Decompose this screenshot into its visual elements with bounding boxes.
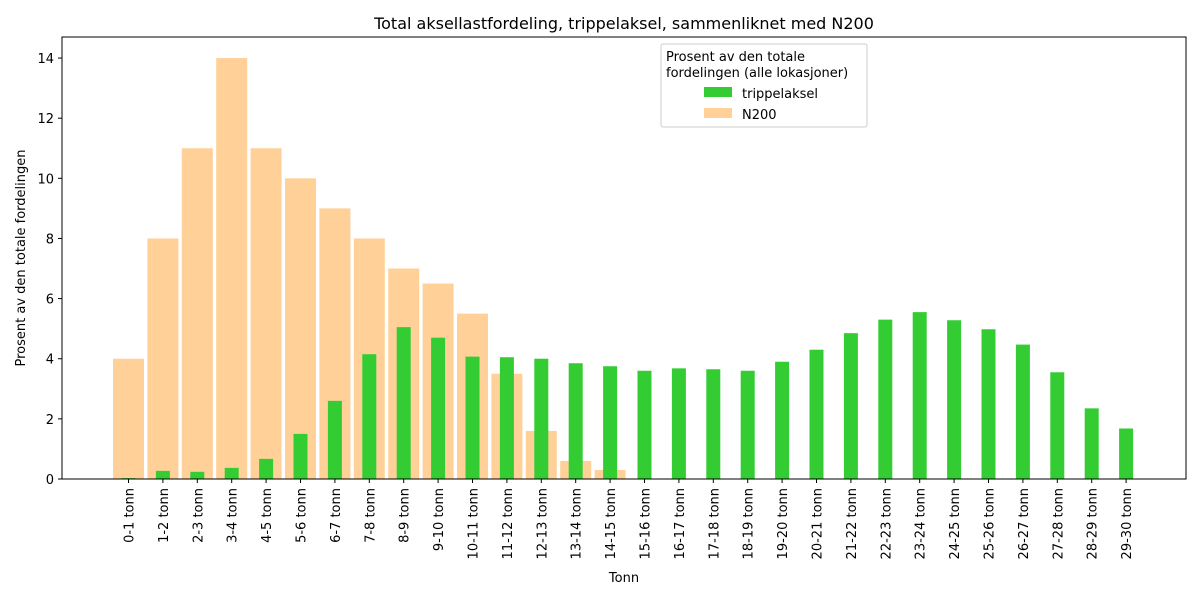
legend-frame [660,43,868,128]
n200-bar-5 [285,178,316,479]
trippelaksel-bar-16 [671,368,686,479]
y-tick-label: 14 [37,52,54,67]
x-tick-label: 26-27 tonn [1017,488,1032,559]
x-tick-label: 19-20 tonn [776,488,791,559]
y-tick-label: 10 [37,172,54,187]
y-tick-label: 4 [46,353,54,368]
trippelaksel-bar-5 [293,433,308,479]
n200-bar-4 [250,148,282,479]
x-tick-label: 9-10 tonn [432,488,447,551]
y-tick-label: 6 [46,293,54,308]
trippelaksel-bar-26 [1015,344,1030,479]
trippelaksel-bar-10 [465,356,480,479]
trippelaksel-bar-8 [396,327,411,479]
n200-bar-1 [147,238,179,479]
trippelaksel-bar-20 [809,349,824,479]
trippelaksel-bar-25 [981,329,996,479]
trippelaksel-bar-3 [224,467,239,479]
x-tick-label: 2-3 tonn [191,488,206,543]
x-tick-label: 7-8 tonn [363,488,378,543]
plot-frame [61,36,1187,480]
x-tick-label: 17-18 tonn [707,488,722,559]
legend-title-line-1: Prosent av den totale [666,50,805,65]
trippelaksel-bar-22 [878,319,893,479]
x-tick-label: 16-17 tonn [673,488,688,559]
trippelaksel-bar-27 [1050,372,1065,479]
n200-bar-3 [216,58,248,480]
trippelaksel-bar-9 [431,337,446,479]
x-tick-label: 8-9 tonn [398,488,413,543]
trippelaksel-bar-24 [947,320,962,479]
legend-label-n200: N200 [742,108,777,123]
x-tick-label: 21-22 tonn [845,488,860,559]
x-tick-label: 11-12 tonn [501,488,516,559]
legend-label-trippelaksel: trippelaksel [742,87,818,102]
trippelaksel-bar-12 [534,358,549,479]
y-tick-label: 8 [46,232,54,247]
trippelaksel-bar-28 [1084,408,1099,479]
x-tick-label: 3-4 tonn [226,488,241,543]
x-tick-label: 15-16 tonn [639,488,654,559]
trippelaksel-bar-18 [740,370,755,479]
trippelaksel-bar-6 [327,400,342,479]
trippelaksel-bar-17 [706,369,721,479]
legend-swatch-trippelaksel [704,87,732,97]
trippelaksel-bar-2 [190,471,205,479]
x-tick-label: 28-29 tonn [1086,488,1101,559]
x-tick-label: 4-5 tonn [260,488,275,543]
y-axis-label: Prosent av den totale fordelingen [14,150,29,367]
legend-swatch-n200 [704,108,732,118]
x-tick-label: 10-11 tonn [467,488,482,559]
x-tick-label: 27-28 tonn [1051,488,1066,559]
trippelaksel-bar-15 [637,370,652,479]
chart-title: Total aksellastfordeling, trippelaksel, … [373,14,874,33]
x-tick-label: 23-24 tonn [914,488,929,559]
n200-bar-0 [113,358,144,479]
x-tick-label: 20-21 tonn [811,488,826,559]
trippelaksel-bar-14 [603,366,618,479]
y-tick-label: 12 [37,112,54,127]
x-tick-label: 14-15 tonn [604,488,619,559]
trippelaksel-bar-29 [1119,428,1134,479]
x-tick-label: 6-7 tonn [329,488,344,543]
x-axis-label: Tonn [608,571,639,586]
trippelaksel-bar-7 [362,354,377,479]
y-tick-label: 2 [46,413,54,428]
x-tick-label: 29-30 tonn [1120,488,1135,559]
trippelaksel-bar-1 [155,470,170,479]
x-tick-label: 18-19 tonn [742,488,757,559]
trippelaksel-bars [121,312,1134,479]
trippelaksel-bar-23 [912,312,927,479]
x-tick-label: 22-23 tonn [879,488,894,559]
y-tick-label: 0 [46,473,54,488]
x-tick-label: 13-14 tonn [570,488,585,559]
x-tick-label: 5-6 tonn [295,488,310,543]
x-tick-label: 25-26 tonn [983,488,998,559]
trippelaksel-bar-21 [843,333,858,479]
legend-title-line-2: fordelingen (alle lokasjoner) [666,66,848,81]
trippelaksel-bar-4 [259,458,274,479]
trippelaksel-bar-19 [775,361,790,479]
x-tick-label: 1-2 tonn [157,488,172,543]
y-axis: 0 2 4 6 8 10 12 14 [37,52,62,488]
x-tick-label: 0-1 tonn [123,488,138,543]
x-tick-label: 12-13 tonn [535,488,550,559]
trippelaksel-bar-11 [499,357,514,479]
trippelaksel-bar-13 [568,363,583,479]
x-tick-label: 24-25 tonn [948,488,963,559]
legend: Prosent av den totale fordelingen (alle … [660,43,868,128]
n200-bar-2 [181,148,213,479]
x-axis: 0-1 tonn 1-2 tonn 2-3 tonn 3-4 tonn 4-5 tonn… [123,479,1135,559]
